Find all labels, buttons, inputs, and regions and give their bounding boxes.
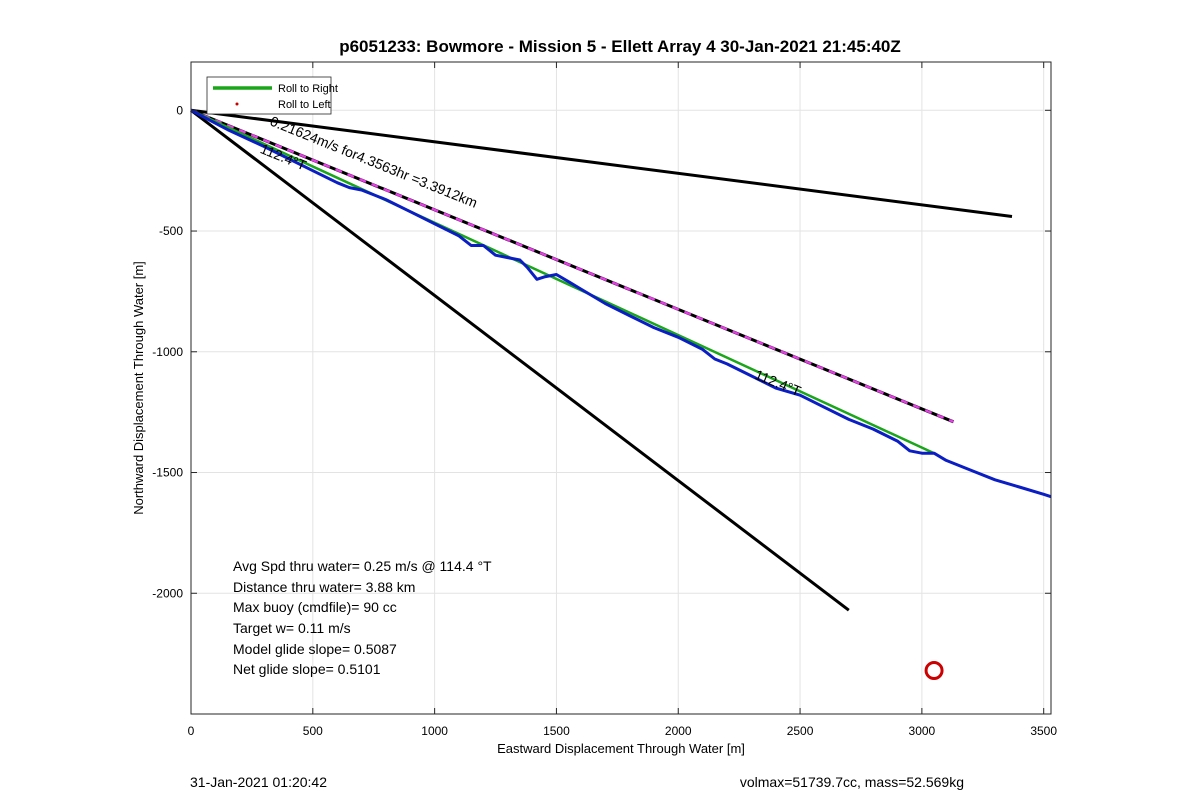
stat-model-glide: Model glide slope= 0.5087 [233, 641, 397, 657]
x-tick-label: 2500 [787, 724, 814, 738]
legend-label-roll-left: Roll to Left [278, 99, 331, 111]
footer-volmax-mass: volmax=51739.7cc, mass=52.569kg [740, 774, 964, 790]
legend-box [206, 76, 332, 115]
legend-swatch-roll-left [235, 102, 239, 106]
reference-line-1 [190, 108, 1013, 218]
plot-frame [190, 61, 1052, 715]
x-tick-label: 500 [303, 724, 323, 738]
end-marker-circle [924, 661, 944, 681]
legend: Roll to Right Roll to Left [206, 76, 338, 115]
reference-line-3 [190, 108, 955, 424]
x-tick-label: 3000 [909, 724, 936, 738]
x-tick-label: 1000 [421, 724, 448, 738]
grid [190, 62, 1051, 714]
stat-net-glide: Net glide slope= 0.5101 [233, 661, 381, 677]
axis-ticks: 0 500 1000 1500 2000 2500 3000 3500 -2000 -1500 -1… [152, 62, 1057, 738]
plot-area [191, 62, 1051, 714]
stat-max-buoy: Max buoy (cmdfile)= 90 cc [233, 599, 397, 615]
x-tick-label: 1500 [543, 724, 570, 738]
y-tick-label: -1000 [152, 345, 183, 359]
stat-distance: Distance thru water= 3.88 km [233, 579, 415, 595]
y-tick-label: -500 [159, 224, 183, 238]
x-tick-label: 0 [188, 724, 195, 738]
chart-title: p6051233: Bowmore - Mission 5 - Ellett A… [339, 37, 901, 56]
reference-line-2 [190, 109, 850, 612]
footer-timestamp: 31-Jan-2021 01:20:42 [190, 774, 327, 790]
legend-label-roll-right: Roll to Right [278, 83, 338, 95]
y-tick-label: -1500 [152, 466, 183, 480]
stat-target-w: Target w= 0.11 m/s [233, 620, 351, 636]
series-roll-to-right [190, 109, 935, 455]
x-tick-label: 3500 [1030, 724, 1057, 738]
y-tick-label: 0 [176, 103, 183, 117]
x-axis-label: Eastward Displacement Through Water [m] [497, 741, 745, 756]
stat-avg-speed: Avg Spd thru water= 0.25 m/s @ 114.4 °T [233, 558, 492, 574]
y-axis-label: Northward Displacement Through Water [m] [131, 261, 146, 515]
stats-block: Avg Spd thru water= 0.25 m/s @ 114.4 °T … [233, 558, 492, 677]
series-track [190, 108, 1052, 499]
y-tick-label: -2000 [152, 586, 183, 600]
x-tick-label: 2000 [665, 724, 692, 738]
